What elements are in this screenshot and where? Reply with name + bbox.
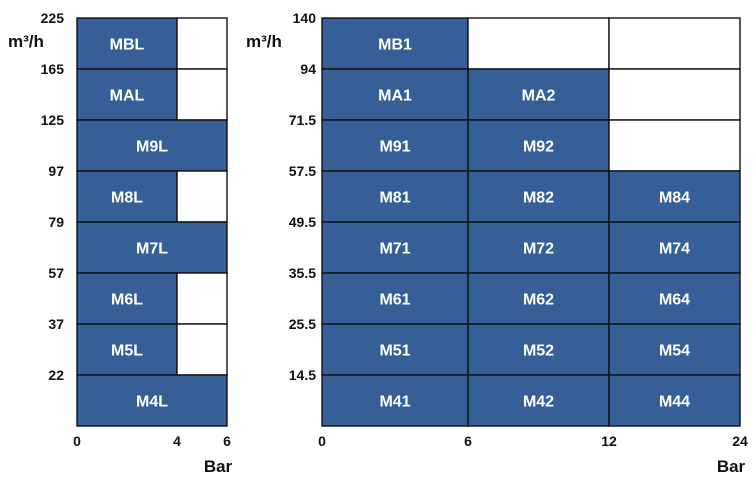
cell-label-m4l: M4L <box>136 394 168 411</box>
y-tick-label: 22 <box>48 367 64 383</box>
cell-label-m8l: M8L <box>111 190 143 207</box>
y-tick-label: 125 <box>41 112 65 128</box>
y-tick-label: 140 <box>293 10 317 26</box>
cell-m81 <box>321 170 469 223</box>
cell-label-mb1: MB1 <box>378 37 412 54</box>
x-tick-label: 6 <box>464 433 472 449</box>
cell-label-mbl: MBL <box>110 37 145 54</box>
cell-label-m52: M52 <box>523 343 554 360</box>
cell-label-m81: M81 <box>379 190 410 207</box>
cell-m72 <box>467 221 610 274</box>
empty-cell <box>608 68 741 121</box>
cell-m61 <box>321 272 469 325</box>
cell-label-m7l: M7L <box>136 241 168 258</box>
cell-mbl <box>76 17 178 70</box>
cell-m74 <box>608 221 741 274</box>
empty-cell <box>176 68 228 121</box>
y-tick-label: 79 <box>48 214 64 230</box>
cell-m51 <box>321 323 469 376</box>
y-tick-label: 14.5 <box>289 367 316 383</box>
cell-label-m42: M42 <box>523 394 554 411</box>
x-tick-label: 4 <box>173 433 181 449</box>
cell-label-m92: M92 <box>523 139 554 156</box>
cell-m54 <box>608 323 741 376</box>
cell-m91 <box>321 119 469 172</box>
cell-label-m6l: M6L <box>111 292 143 309</box>
cell-m44 <box>608 374 741 427</box>
cell-m9l <box>76 119 228 172</box>
empty-cell <box>608 119 741 172</box>
cell-m42 <box>467 374 610 427</box>
x-tick-label: 24 <box>732 433 748 449</box>
empty-cell <box>467 17 610 70</box>
cell-label-m5l: M5L <box>111 343 143 360</box>
x-tick-label: 0 <box>318 433 326 449</box>
cell-label-m61: M61 <box>379 292 410 309</box>
cell-label-m44: M44 <box>659 394 690 411</box>
cell-label-m82: M82 <box>523 190 554 207</box>
cell-m62 <box>467 272 610 325</box>
y-tick-label: 57.5 <box>289 163 316 179</box>
y-tick-label: 25.5 <box>289 316 316 332</box>
y-tick-label: 49.5 <box>289 214 316 230</box>
x-tick-label: 0 <box>73 433 81 449</box>
empty-cell <box>176 272 228 325</box>
y-tick-label: 37 <box>48 316 64 332</box>
cell-label-m41: M41 <box>379 394 410 411</box>
cell-ma1 <box>321 68 469 121</box>
cell-m71 <box>321 221 469 274</box>
y-tick-label: 165 <box>41 61 65 77</box>
cell-mal <box>76 68 178 121</box>
y-tick-label: 71.5 <box>289 112 316 128</box>
cell-m6l <box>76 272 178 325</box>
cell-label-ma1: MA1 <box>378 88 412 105</box>
cell-label-ma2: MA2 <box>522 88 556 105</box>
cell-m4l <box>76 374 228 427</box>
empty-cell <box>176 170 228 223</box>
empty-cell <box>176 323 228 376</box>
cell-label-mal: MAL <box>110 88 145 105</box>
cell-label-m62: M62 <box>523 292 554 309</box>
x-tick-label: 12 <box>601 433 617 449</box>
x-axis-title: Bar <box>717 457 746 476</box>
y-tick-label: 225 <box>41 10 65 26</box>
empty-cell <box>608 17 741 70</box>
cell-label-m91: M91 <box>379 139 410 156</box>
cell-label-m9l: M9L <box>136 139 168 156</box>
y-tick-label: 35.5 <box>289 265 316 281</box>
y-tick-label: 97 <box>48 163 64 179</box>
cell-m64 <box>608 272 741 325</box>
x-tick-label: 6 <box>223 433 231 449</box>
y-axis-title: m³/h <box>8 32 44 51</box>
cell-label-m72: M72 <box>523 241 554 258</box>
cell-label-m84: M84 <box>659 190 690 207</box>
cell-label-m71: M71 <box>379 241 410 258</box>
cell-label-m74: M74 <box>659 241 690 258</box>
right-panel: MB1 MA1 MA2 M91 M92 M81 M82 M84 M71 M72 M74 M61 M62 M… <box>246 10 748 476</box>
cell-label-m54: M54 <box>659 343 690 360</box>
y-axis-title: m³/h <box>246 32 282 51</box>
y-tick-label: 57 <box>48 265 64 281</box>
cell-label-m64: M64 <box>659 292 690 309</box>
empty-cell <box>176 17 228 70</box>
cell-label-m51: M51 <box>379 343 410 360</box>
left-panel: MBL MAL M9L M8L M7L M6L M5L M4L 225 165 125 97 79 57 3… <box>8 10 233 476</box>
cell-m84 <box>608 170 741 223</box>
y-tick-label: 94 <box>300 61 316 77</box>
x-axis-title: Bar <box>204 457 233 476</box>
